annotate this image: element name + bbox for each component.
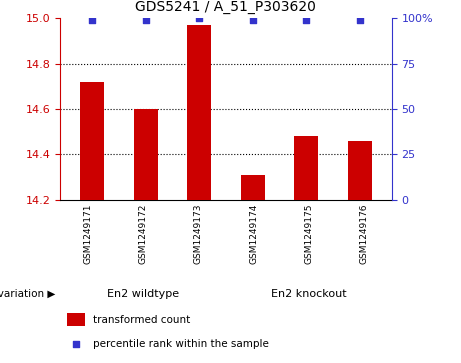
Text: percentile rank within the sample: percentile rank within the sample xyxy=(93,339,269,349)
Point xyxy=(195,15,203,21)
Bar xyxy=(187,25,211,200)
Bar xyxy=(241,175,265,200)
Bar xyxy=(348,140,372,200)
Point xyxy=(356,17,363,23)
Point xyxy=(142,17,149,23)
Text: GSM1249176: GSM1249176 xyxy=(360,204,369,264)
Text: GSM1249172: GSM1249172 xyxy=(138,204,148,264)
Bar xyxy=(294,136,318,200)
Bar xyxy=(66,313,85,326)
Text: En2 wildtype: En2 wildtype xyxy=(107,289,179,299)
Text: GSM1249174: GSM1249174 xyxy=(249,204,258,264)
Point xyxy=(249,17,256,23)
Text: GSM1249173: GSM1249173 xyxy=(194,204,203,264)
Bar xyxy=(80,82,104,200)
Bar xyxy=(134,109,158,200)
Text: genotype/variation ▶: genotype/variation ▶ xyxy=(0,289,55,299)
Text: GSM1249171: GSM1249171 xyxy=(83,204,92,264)
Point xyxy=(302,17,310,23)
Text: GSM1249175: GSM1249175 xyxy=(304,204,313,264)
Text: En2 knockout: En2 knockout xyxy=(271,289,347,299)
Title: GDS5241 / A_51_P303620: GDS5241 / A_51_P303620 xyxy=(136,0,316,15)
Text: transformed count: transformed count xyxy=(93,315,190,325)
Point xyxy=(72,341,79,347)
Point xyxy=(89,17,96,23)
